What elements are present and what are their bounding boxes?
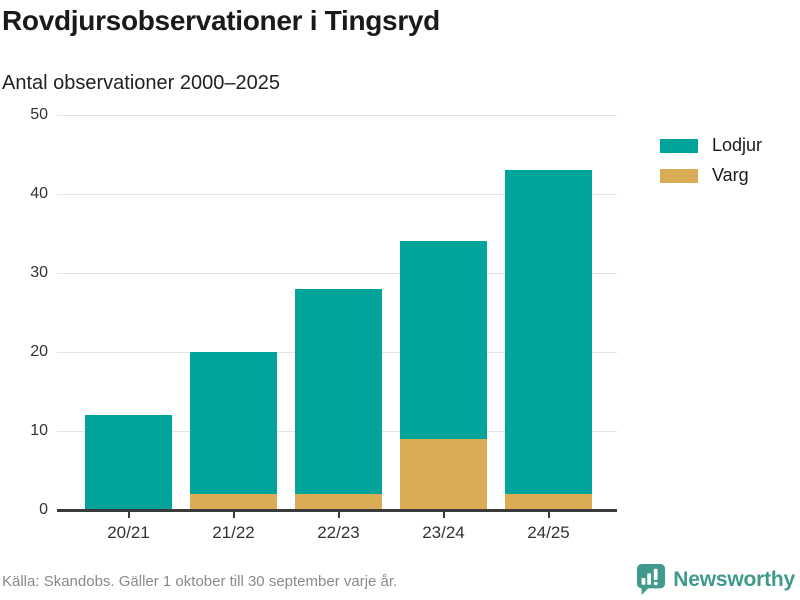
y-axis-label: 40 (30, 185, 48, 202)
y-axis-label: 30 (30, 264, 48, 281)
bar-segment-varg (190, 494, 277, 510)
gridline (57, 194, 617, 195)
gridline (57, 115, 617, 116)
x-axis-label: 24/25 (527, 523, 570, 542)
bar-segment-lodjur (295, 289, 382, 494)
bar-segment-varg (505, 494, 592, 510)
brand-logo: Newsworthy (636, 563, 795, 596)
brand-name: Newsworthy (673, 567, 795, 591)
legend-label: Varg (712, 165, 749, 185)
x-axis-label: 21/22 (212, 523, 255, 542)
x-axis-label: 22/23 (317, 523, 360, 542)
chart-subtitle: Antal observationer 2000–2025 (2, 72, 280, 94)
x-axis-tick (128, 512, 130, 518)
legend-label: Lodjur (712, 135, 763, 155)
x-axis-tick (233, 512, 235, 518)
x-axis-tick (443, 512, 445, 518)
legend-item-varg: Varg (660, 165, 762, 186)
lodjur-swatch-icon (660, 138, 698, 153)
bar-segment-lodjur (505, 170, 592, 494)
x-axis-line (57, 509, 617, 512)
chart-title: Rovdjursobservationer i Tingsryd (2, 5, 440, 36)
bar-segment-varg (295, 494, 382, 510)
bar-segment-varg (400, 439, 487, 510)
source-note: Källa: Skandobs. Gäller 1 oktober till 3… (2, 573, 398, 590)
y-axis-label: 0 (39, 501, 48, 518)
bar-segment-lodjur (85, 415, 172, 510)
legend: Lodjur Varg (660, 135, 762, 195)
gridline (57, 273, 617, 274)
bar-segment-lodjur (400, 241, 487, 439)
y-axis-label: 10 (30, 422, 48, 439)
varg-swatch-icon (660, 168, 698, 183)
newsworthy-speech-bubble-icon (637, 564, 666, 595)
x-axis-label: 20/21 (107, 523, 150, 542)
bar-segment-lodjur (190, 352, 277, 494)
legend-item-lodjur: Lodjur (660, 135, 762, 156)
y-axis-label: 50 (30, 106, 48, 123)
y-axis-label: 20 (30, 343, 48, 360)
x-axis-tick (548, 512, 550, 518)
x-axis-tick (338, 512, 340, 518)
x-axis-label: 23/24 (422, 523, 465, 542)
